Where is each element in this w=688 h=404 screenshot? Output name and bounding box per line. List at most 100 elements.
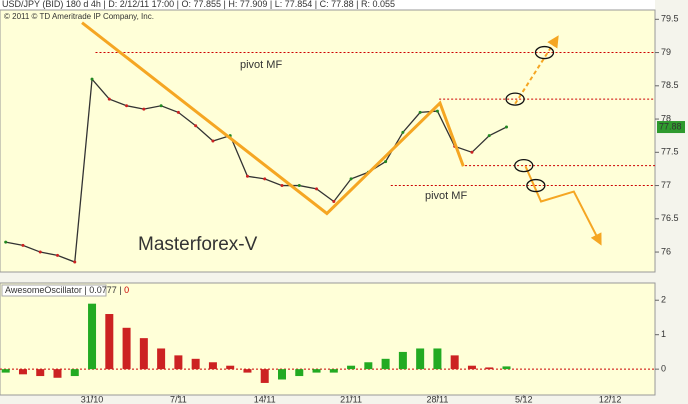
osc-bar [416,348,425,370]
x-tick-label: 21/11 [340,394,362,404]
osc-bar [485,367,494,370]
marker [526,178,546,193]
y-tick-label: 1 [661,329,666,339]
osc-bar [398,351,407,370]
sep: | [117,285,124,295]
sep: | [312,0,319,9]
x-tick-label: 12/12 [599,394,622,404]
osc-bar [226,365,235,370]
sep: | [221,0,228,9]
osc-bar [105,314,114,370]
osc-bar [312,369,321,373]
price-point [21,243,25,247]
osc-bar [139,338,148,370]
osc-bar [70,369,79,377]
osc-bar [208,362,217,370]
oscillator-panel [0,282,656,396]
header-bar [0,0,655,10]
osc-bar [191,358,200,370]
price-point [263,177,267,181]
copyright: © 2011 © TD Ameritrade IP Company, Inc. [4,12,154,21]
annotation: pivot MF [425,190,467,202]
header: USD/JPY (BID) 180 d 4h | D: 2/12/11 17:0… [2,0,395,9]
price-point [56,253,60,257]
osc-info: 0 [124,285,129,295]
price-point [384,160,388,164]
osc-title: AwesomeOscillator [5,285,82,295]
osc-bar [329,369,338,373]
sep: | [354,0,361,9]
x-tick-label: 28/11 [426,394,448,404]
price-point [4,240,8,244]
price-point [245,174,249,178]
pattern-line [81,21,465,216]
info: D: 2/12/11 17:00 [108,0,174,9]
info: R: 0.055 [361,0,395,9]
price-point [315,187,319,191]
osc-info: 0.0777 [89,285,117,295]
osc-bar [450,355,459,370]
price-point [470,150,474,154]
annotation: pivot MF [240,59,282,71]
y-tick-label: 79 [661,47,671,57]
osc-bar [157,348,166,370]
price-line [5,77,507,263]
price-point [73,260,77,264]
sep: | [82,285,89,295]
info: C: 77.88 [320,0,354,9]
osc-header-box [1,284,107,297]
price-point [107,97,111,101]
last-price-box [657,121,685,134]
osc-bar [260,369,269,383]
osc-bar [243,369,252,373]
price-point [504,125,508,129]
marker [534,45,555,60]
y-tick-label: 78 [661,113,671,123]
info: H: 77.909 [228,0,267,9]
price-point [90,77,94,81]
osc-bar [88,303,97,370]
price-point [280,184,284,188]
osc-bar [347,365,356,370]
info: L: 77.854 [275,0,313,9]
info: O: 77.855 [181,0,221,9]
osc-bar [1,369,10,373]
x-tick-label: 31/10 [81,394,104,404]
price-point [194,124,198,128]
osc-bar [18,369,27,375]
price-point [332,200,336,204]
sep: | [174,0,181,9]
last-price: 77.88 [659,121,682,131]
forecast-down [524,165,602,246]
sep: | [267,0,274,9]
osc-bar [122,327,131,370]
price-point [38,250,42,254]
osc-bar [277,369,286,380]
osc-bar [502,366,511,370]
y-tick-label: 79.5 [661,14,679,24]
osc-bar [295,369,304,377]
marker [514,158,534,173]
price-point [401,130,405,134]
osc-bar [53,369,62,378]
osc-bar [174,355,183,370]
y-tick-label: 76.5 [661,213,679,223]
y-tick-label: 0 [661,364,666,374]
y-tick-label: 2 [661,295,666,305]
price-point [142,107,146,111]
osc-bar [36,369,45,377]
price-point [435,109,439,113]
osc-bar [467,365,476,370]
price-panel [0,9,656,273]
x-tick-label: 14/11 [254,394,276,404]
y-tick-label: 78.5 [661,80,679,90]
price-point [297,184,301,188]
price-point [418,110,422,114]
price-point [211,139,215,143]
y-tick-label: 76 [661,246,671,256]
osc-bar [433,348,442,370]
marker [505,92,525,106]
price-point [125,104,129,108]
osc-bar [381,358,390,370]
